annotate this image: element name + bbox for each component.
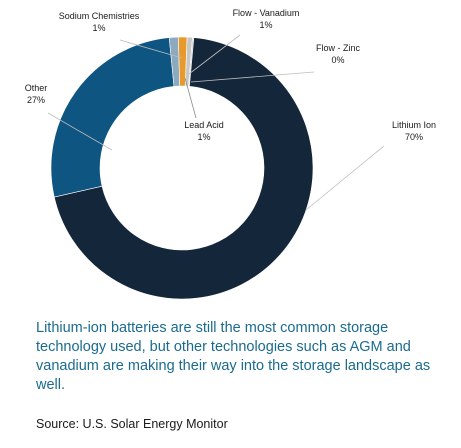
leader-lines (47, 34, 385, 211)
chart-caption: Lithium-ion batteries are still the most… (36, 320, 431, 393)
slice-labels: Lithium Ion 70% Other 27% Sodium Chemistries… (25, 8, 436, 142)
slice-lead-acid (178, 36, 188, 87)
value-label-flow-vanadium: 1% (259, 20, 272, 30)
leader-line-sodium-chemistries (119, 39, 183, 59)
label-lead-acid: Lead Acid (184, 120, 224, 130)
value-label-sodium-chemistries: 1% (92, 23, 105, 33)
slice-lithium-ion (53, 37, 314, 300)
donut-chart: Lithium Ion 70% Other 27% Sodium Chemistries… (25, 8, 436, 300)
leader-line-flow-zinc (190, 71, 315, 83)
leader-line-flow-vanadium (188, 34, 241, 75)
label-other: Other (25, 83, 48, 93)
donut-slices (50, 36, 314, 300)
leader-line-lead-acid (184, 77, 197, 119)
slice-other (50, 37, 175, 198)
label-flow-zinc: Flow - Zinc (316, 43, 361, 53)
value-label-flow-zinc: 0% (331, 55, 344, 65)
leader-line-other (47, 112, 113, 151)
label-flow-vanadium: Flow - Vanadium (233, 8, 300, 18)
value-label-other: 27% (27, 95, 45, 105)
value-label-lithium-ion: 70% (405, 132, 423, 142)
value-label-lead-acid: 1% (197, 132, 210, 142)
chart-source: Source: U.S. Solar Energy Monitor (36, 417, 228, 431)
label-lithium-ion: Lithium Ion (392, 120, 436, 130)
leader-line-lithium-ion (305, 145, 385, 211)
label-sodium-chemistries: Sodium Chemistries (59, 11, 140, 21)
